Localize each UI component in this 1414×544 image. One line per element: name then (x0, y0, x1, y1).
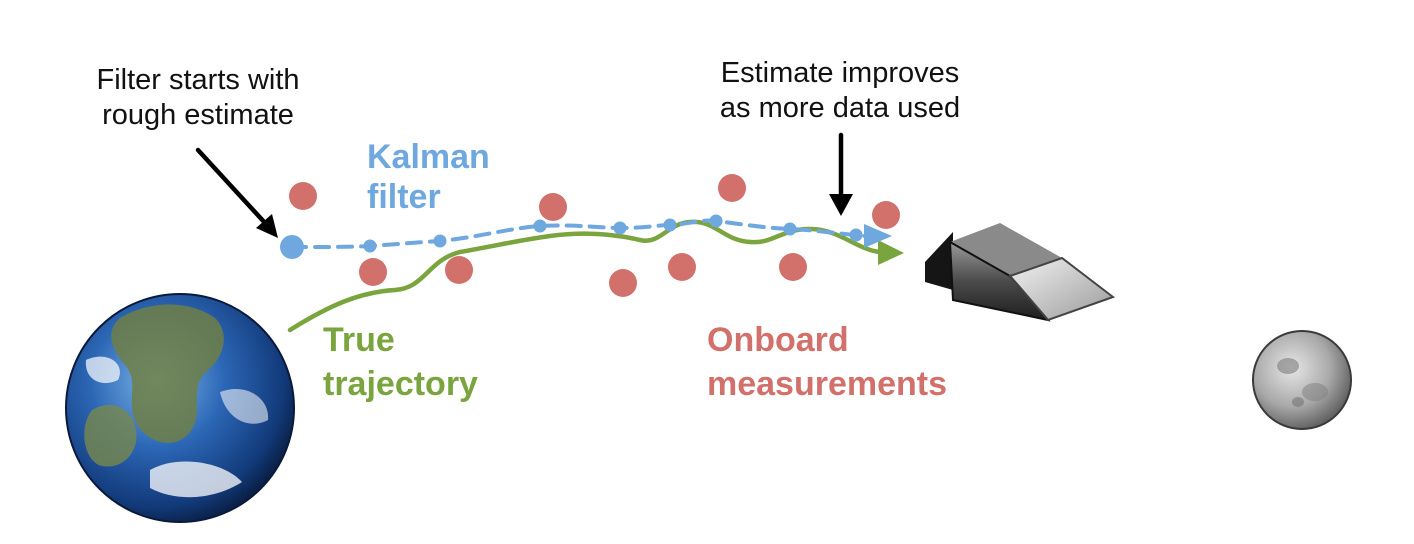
moon-icon (1252, 330, 1352, 430)
true-trajectory-path (287, 219, 904, 333)
start-annotation-arrow (195, 147, 278, 238)
kalman-filter-path (280, 214, 892, 259)
measurements-label: Onboard measurements (707, 321, 948, 403)
measurement-points (289, 174, 900, 297)
filter-start-annotation: Filter starts with rough estimate (96, 64, 300, 131)
true-trajectory-label: True trajectory (323, 321, 478, 403)
earth-icon (65, 293, 295, 523)
spacecraft-icon (925, 223, 1116, 322)
estimate-improves-annotation: Estimate improves as more data used (719, 57, 961, 124)
improves-annotation-arrow (829, 132, 853, 216)
kalman-filter-label: Kalman filter (367, 138, 490, 216)
